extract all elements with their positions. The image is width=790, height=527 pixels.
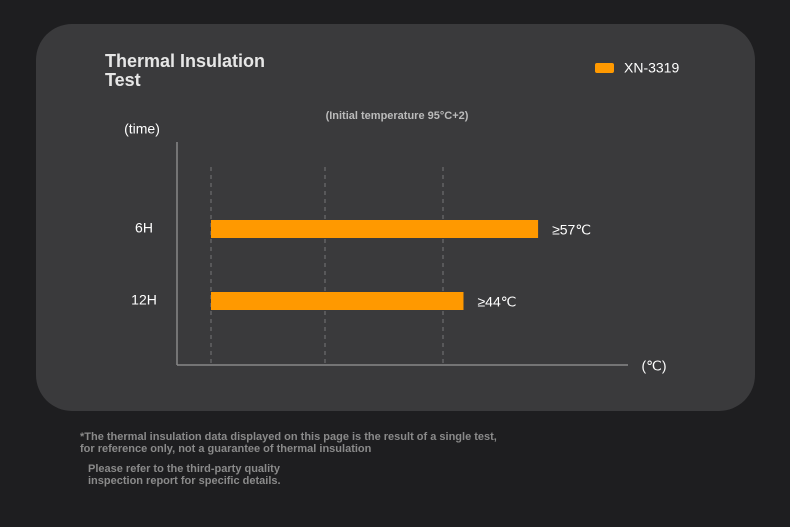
bar xyxy=(211,292,464,310)
y-tick-label: 6H xyxy=(135,220,153,236)
legend-swatch xyxy=(595,63,614,73)
footnote: Please refer to the third-party quality … xyxy=(88,463,281,487)
subtitle: (Initial temperature 95°C+2) xyxy=(326,110,469,122)
bar xyxy=(211,220,539,238)
value-label: ≥44℃ xyxy=(477,294,516,310)
chart-title: Thermal Insulation Test xyxy=(105,51,266,90)
card xyxy=(36,24,755,411)
value-label: ≥57℃ xyxy=(552,222,591,238)
y-tick-label: 12H xyxy=(131,292,157,308)
footnote: *The thermal insulation data displayed o… xyxy=(80,431,497,455)
y-axis-label: (time) xyxy=(124,121,160,137)
x-axis-label: (℃) xyxy=(641,358,666,374)
legend-label: XN-3319 xyxy=(624,60,679,76)
